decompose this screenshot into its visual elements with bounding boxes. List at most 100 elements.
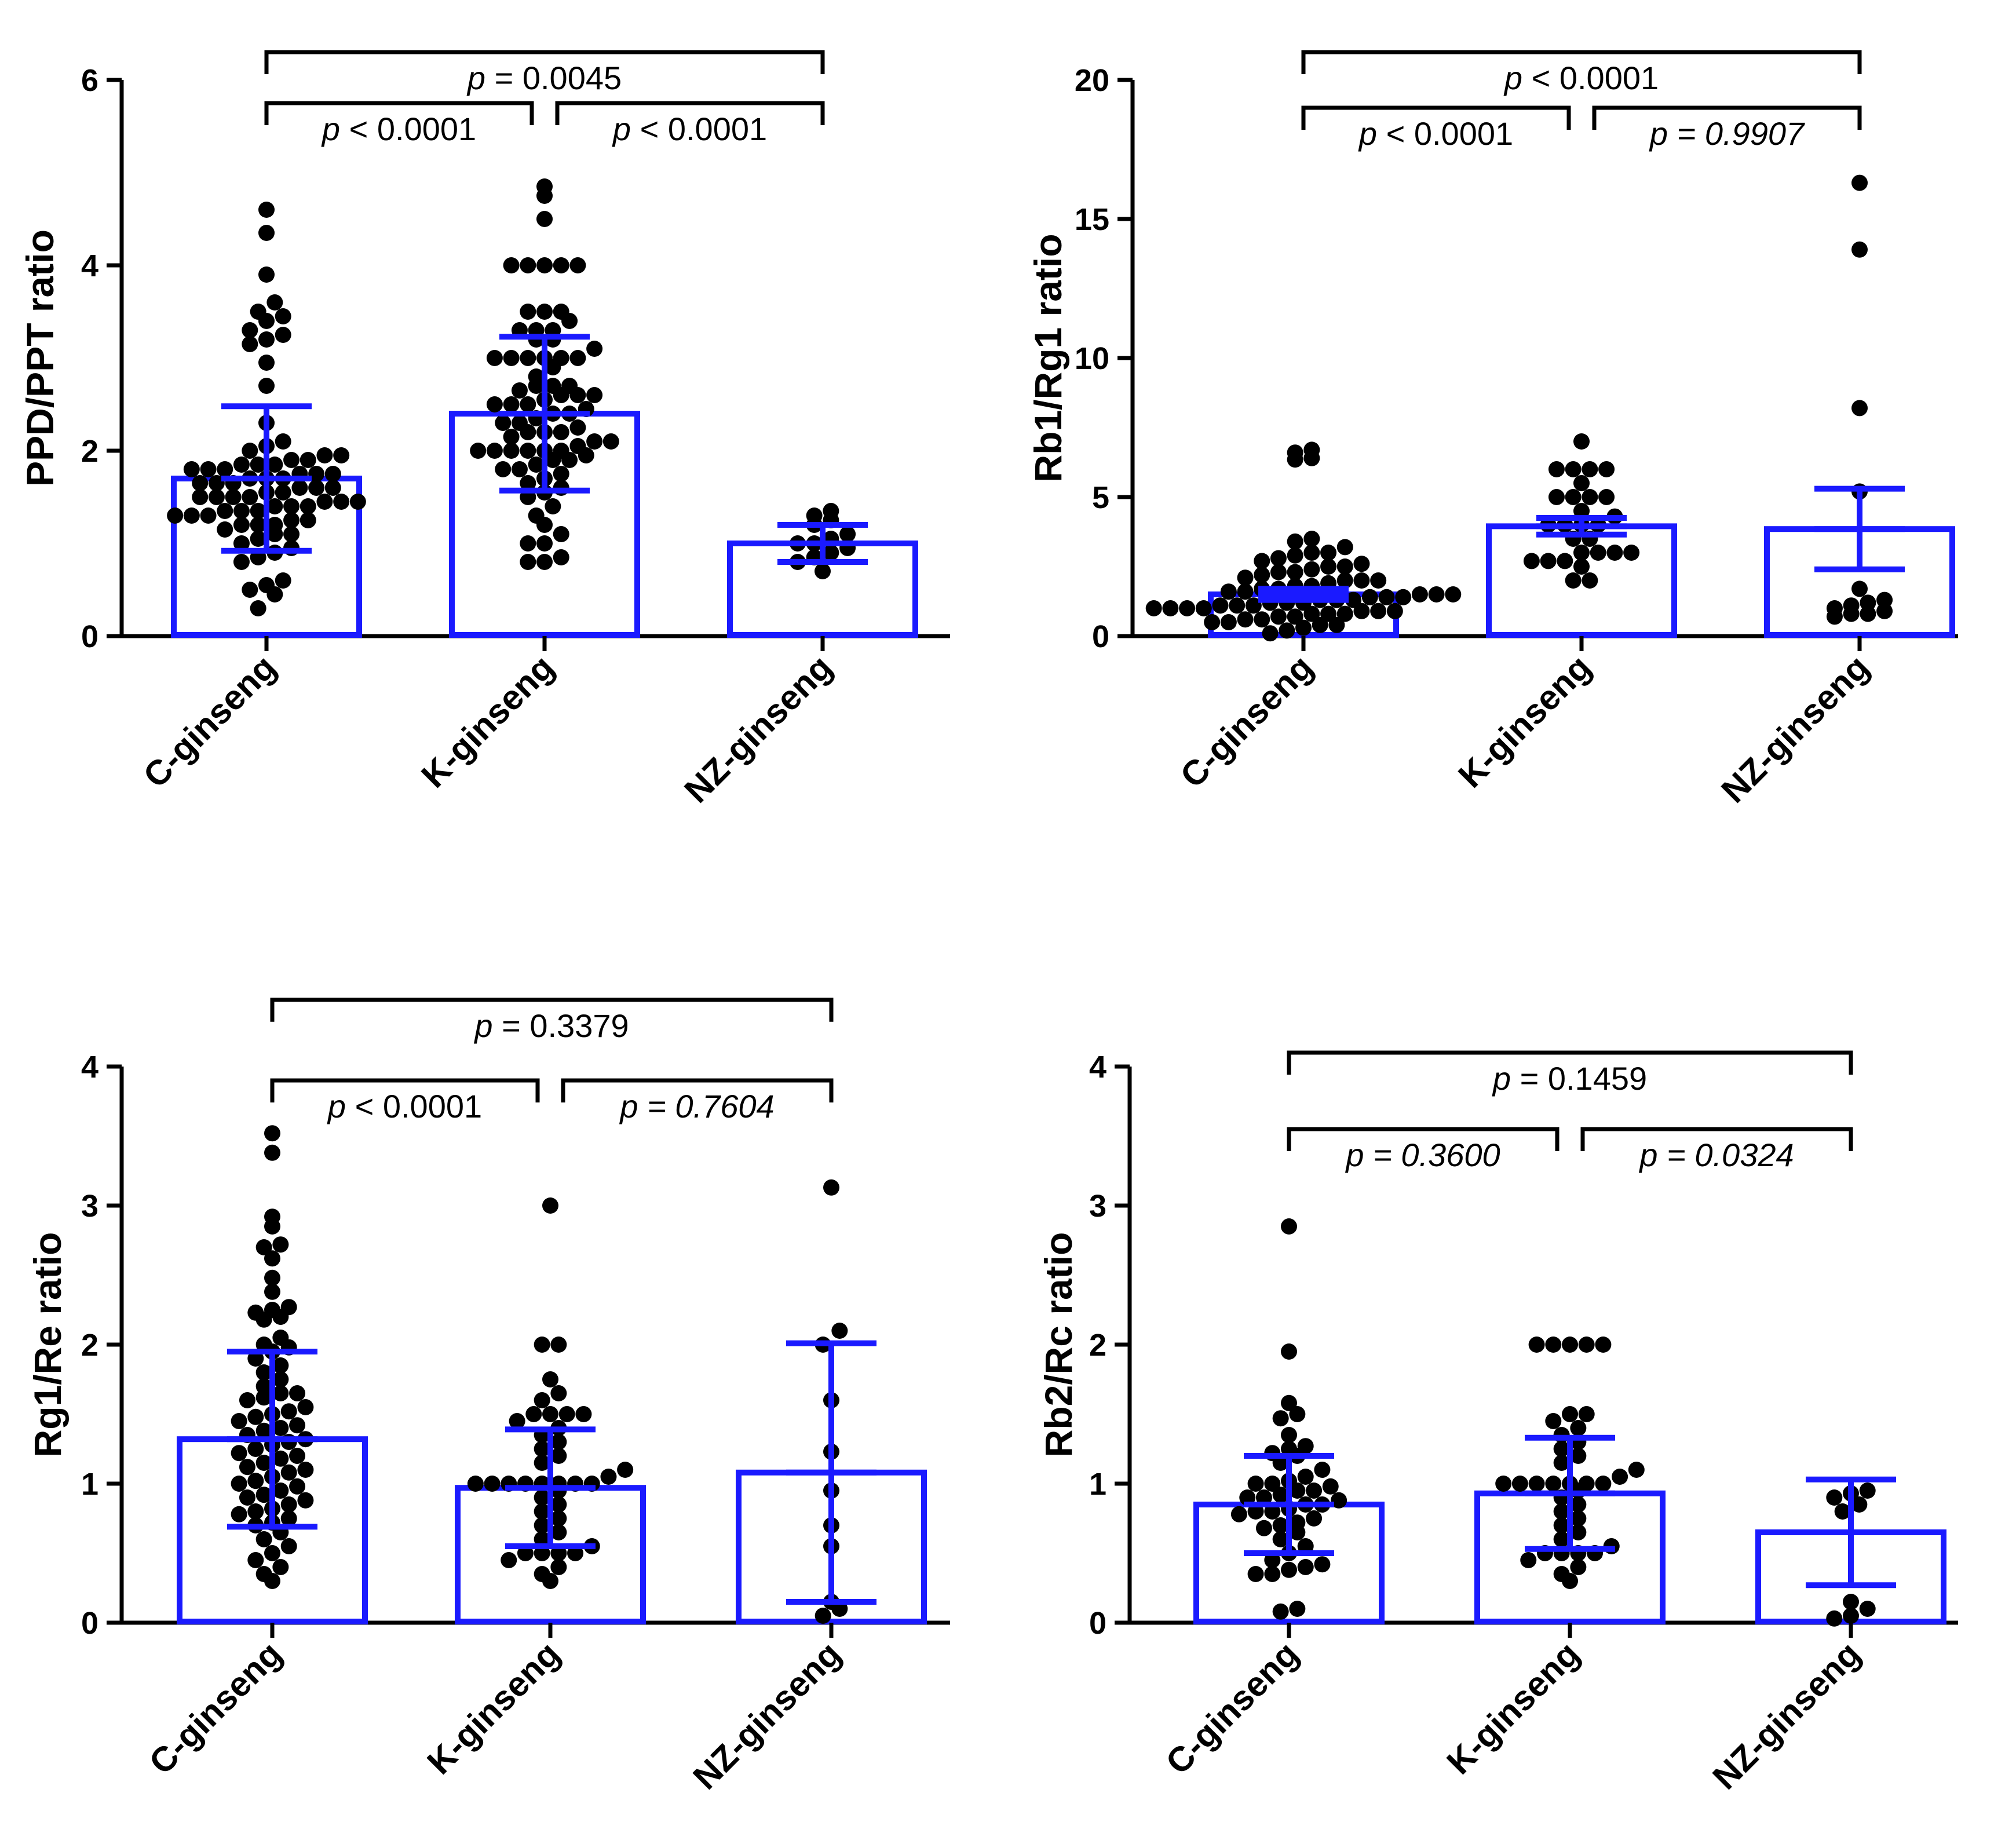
data-point: [586, 341, 603, 357]
data-point: [511, 461, 528, 477]
data-point: [1272, 1487, 1289, 1503]
data-point: [258, 225, 275, 241]
data-point: [1826, 1610, 1843, 1627]
data-point: [1220, 583, 1237, 600]
data-point: [264, 1218, 280, 1235]
data-point: [316, 447, 333, 463]
data-point: [1553, 1517, 1570, 1533]
data-point: [264, 1269, 280, 1286]
data-point: [266, 457, 283, 473]
data-point: [1353, 556, 1370, 572]
data-point: [511, 382, 528, 399]
data-point: [1287, 547, 1303, 564]
data-point: [258, 266, 275, 283]
data-point: [255, 1531, 272, 1547]
data-point: [536, 211, 553, 227]
data-point: [1548, 489, 1565, 505]
y-tick-label: 10: [1075, 341, 1109, 376]
x-tick-label: K-ginseng: [419, 1634, 567, 1782]
data-point: [1876, 591, 1893, 608]
data-point: [1859, 1601, 1876, 1617]
y-tick-label: 4: [81, 1050, 98, 1085]
y-tick-label: 20: [1075, 63, 1109, 98]
data-point: [1553, 1441, 1570, 1457]
data-point: [528, 457, 545, 473]
p-value-label: p < 0.0001: [612, 111, 767, 147]
data-point: [495, 461, 512, 477]
data-point: [1876, 603, 1893, 619]
significance-bracket: [264, 101, 534, 125]
data-point: [272, 1236, 289, 1253]
data-point: [1553, 1531, 1570, 1547]
p-value-label: p < 0.0001: [321, 111, 476, 147]
data-point: [503, 396, 520, 412]
data-point: [308, 480, 325, 496]
data-point: [231, 1506, 247, 1522]
x-tick-label: NZ-ginseng: [1714, 648, 1876, 810]
data-point: [233, 554, 250, 570]
data-point: [520, 535, 536, 552]
y-tick-label: 1: [81, 1467, 98, 1502]
data-point: [815, 563, 831, 579]
data-point: [231, 1476, 247, 1492]
data-point: [272, 1559, 289, 1575]
data-point: [1553, 1503, 1570, 1520]
data-point: [1289, 1601, 1306, 1617]
data-point: [283, 452, 300, 468]
data-point: [495, 415, 512, 431]
y-tick-label: 0: [81, 619, 98, 654]
data-point: [1312, 616, 1328, 633]
chart-panel-rg1-re: 0 1 2 3 4 Rg1/Re ratio C-ginseng K-ginseng NZ-gi…: [0, 922, 1008, 1843]
data-point: [297, 1492, 314, 1509]
data-point: [308, 466, 325, 482]
data-point: [1204, 614, 1221, 630]
data-point: [1851, 1496, 1868, 1513]
data-point: [231, 1413, 247, 1429]
significance-bracket: [270, 998, 834, 1022]
data-point: [536, 188, 553, 204]
data-point: [264, 1125, 280, 1142]
data-point: [258, 331, 275, 348]
data-point: [247, 1503, 264, 1520]
chart-panel-rb2-rc: 0 1 2 3 4 Rb2/Rc ratio C-ginseng K-ginseng NZ-gi…: [1008, 922, 2016, 1843]
data-point: [1582, 461, 1598, 477]
data-point: [1565, 489, 1582, 505]
data-point: [1528, 1337, 1545, 1353]
x-tick-label: NZ-ginseng: [1705, 1634, 1868, 1797]
data-point: [501, 1552, 517, 1568]
data-point: [1254, 553, 1270, 569]
data-point: [1570, 1559, 1587, 1575]
data-point: [275, 327, 291, 343]
data-point: [239, 1459, 255, 1476]
data-point: [536, 535, 553, 552]
data-point: [242, 489, 258, 505]
data-point: [167, 507, 184, 524]
data-point: [558, 1406, 575, 1422]
data-point: [467, 1476, 484, 1492]
chart-svg-rb2-rc: 0 1 2 3 4 Rb2/Rc ratio C-ginseng K-ginseng NZ-gi…: [1037, 1050, 1958, 1797]
data-point: [250, 503, 266, 519]
y-tick-label: 4: [81, 249, 98, 283]
data-point: [553, 424, 569, 440]
data-point: [553, 526, 569, 542]
p-value-label: p < 0.0001: [327, 1088, 482, 1124]
data-point: [1287, 608, 1303, 625]
data-point: [1289, 1482, 1306, 1499]
significance-bracket: [1580, 1127, 1853, 1151]
data-point: [247, 1408, 264, 1425]
data-point: [528, 378, 545, 394]
data-point: [534, 1517, 550, 1533]
data-point: [831, 1323, 848, 1339]
p-value-label: p = 0.0045: [466, 60, 622, 96]
data-point: [503, 443, 520, 459]
data-point: [1548, 461, 1565, 477]
data-point: [1557, 553, 1573, 569]
data-point: [289, 1448, 306, 1464]
data-point: [208, 475, 225, 491]
data-point: [1272, 1410, 1289, 1427]
data-point: [1229, 597, 1246, 614]
data-point: [542, 1573, 558, 1589]
data-point: [208, 489, 225, 505]
x-tick-label: C-ginseng: [1173, 648, 1320, 795]
data-point: [1573, 545, 1590, 561]
